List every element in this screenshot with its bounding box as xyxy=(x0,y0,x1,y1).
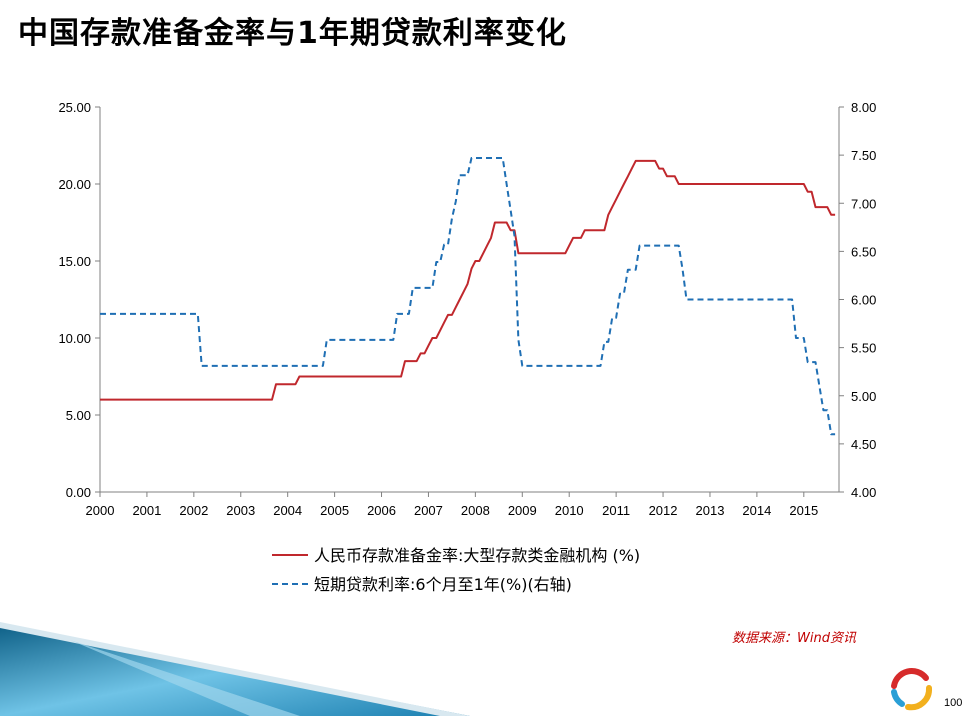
logo-icon xyxy=(891,668,933,711)
left-axis-ticks: 0.00 5.00 10.00 15.00 20.00 25.00 xyxy=(58,100,100,500)
series-line-1 xyxy=(100,159,836,401)
right-tick-label: 6.00 xyxy=(851,293,876,308)
x-tick-label: 2004 xyxy=(273,503,302,518)
x-tick-label: 2010 xyxy=(555,503,584,518)
left-tick-label: 25.00 xyxy=(58,100,91,115)
decorative-ribbon xyxy=(0,622,470,716)
left-tick-label: 5.00 xyxy=(66,408,91,423)
x-tick-label: 2007 xyxy=(414,503,443,518)
x-tick-label: 2015 xyxy=(789,503,818,518)
x-tick-label: 2001 xyxy=(132,503,161,518)
right-tick-label: 4.00 xyxy=(851,485,876,500)
x-tick-label: 2009 xyxy=(508,503,537,518)
x-tick-label: 2003 xyxy=(226,503,255,518)
series-group xyxy=(100,157,836,436)
left-tick-label: 0.00 xyxy=(66,485,91,500)
data-source: 数据来源：Wind资讯 xyxy=(732,631,856,646)
right-tick-label: 4.50 xyxy=(851,437,876,452)
x-tick-label: 2005 xyxy=(320,503,349,518)
x-tick-label: 2008 xyxy=(461,503,490,518)
x-tick-label: 2011 xyxy=(602,503,630,518)
series-line-2 xyxy=(100,157,836,436)
left-tick-label: 10.00 xyxy=(58,331,91,346)
left-tick-label: 20.00 xyxy=(58,177,91,192)
right-tick-label: 8.00 xyxy=(851,100,876,115)
right-tick-label: 7.00 xyxy=(851,196,876,211)
right-tick-label: 5.00 xyxy=(851,389,876,404)
x-tick-label: 2012 xyxy=(649,503,678,518)
x-tick-label: 2000 xyxy=(86,503,115,518)
page-number: 100 xyxy=(944,697,963,709)
right-tick-label: 7.50 xyxy=(851,148,876,163)
x-tick-label: 2006 xyxy=(367,503,396,518)
right-tick-label: 6.50 xyxy=(851,244,876,259)
left-tick-label: 15.00 xyxy=(58,254,91,269)
x-tick-label: 2014 xyxy=(742,503,771,518)
legend-label-series1: 人民币存款准备金率:大型存款类金融机构 (%) xyxy=(314,546,640,565)
x-tick-label: 2002 xyxy=(179,503,208,518)
page-title: 中国存款准备金率与1年期贷款利率变化 xyxy=(18,16,567,51)
right-tick-label: 5.50 xyxy=(851,341,876,356)
chart-axes: 0.00 5.00 10.00 15.00 20.00 25.00 4.00 4.50 5.0… xyxy=(58,100,876,518)
x-axis-ticks: 2000 2001 2002 2003 2004 2005 2006 2007 2008 2009… xyxy=(86,492,818,518)
legend: 人民币存款准备金率:大型存款类金融机构 (%) 短期贷款利率:6个月至1年(%)… xyxy=(272,546,640,594)
right-axis-ticks: 4.00 4.50 5.00 5.50 6.00 6.50 7.00 7.50 8.00 xyxy=(839,100,876,500)
x-tick-label: 2013 xyxy=(696,503,725,518)
legend-label-series2: 短期贷款利率:6个月至1年(%)(右轴) xyxy=(314,575,572,594)
